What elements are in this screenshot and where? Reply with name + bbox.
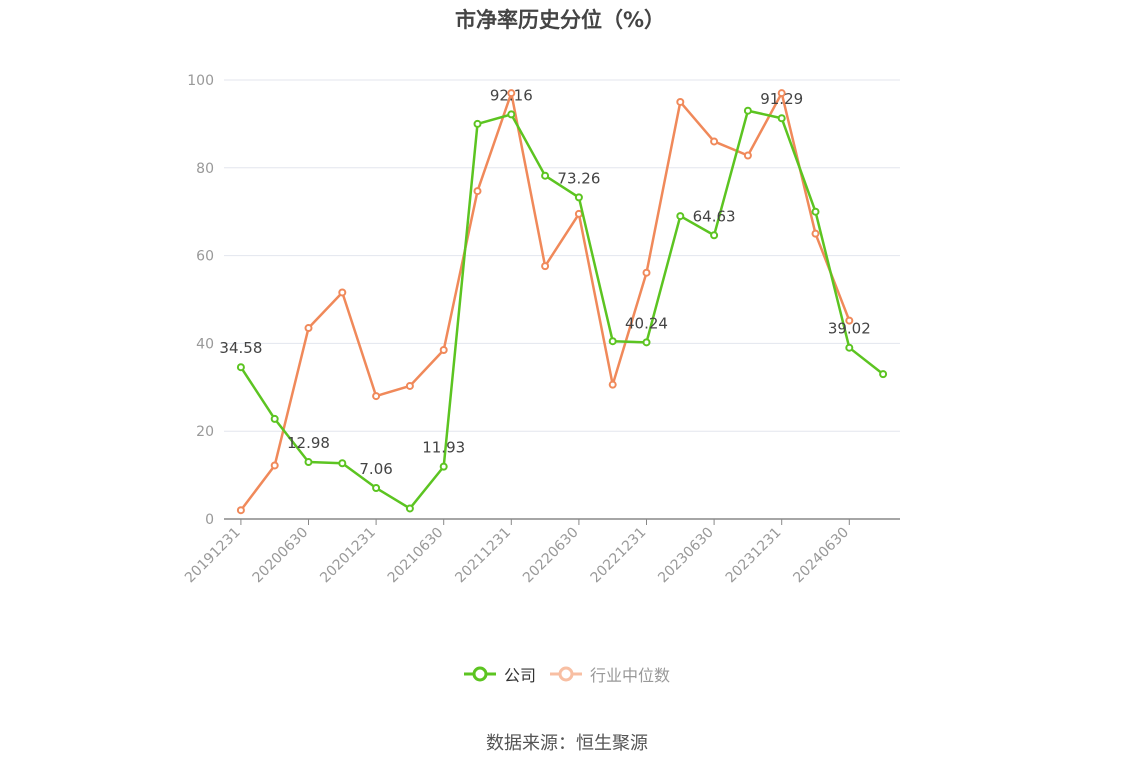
data-point bbox=[642, 338, 651, 347]
data-point bbox=[743, 151, 752, 160]
data-point bbox=[439, 462, 448, 471]
data-labels: 34.58 12.98 7.06 11.93 92.16 73.26 40.24 64.63 9… bbox=[219, 86, 870, 478]
chart-title: 市净率历史分位（%） bbox=[454, 8, 666, 32]
data-point bbox=[541, 262, 550, 271]
data-label: 34.58 bbox=[219, 339, 262, 357]
data-point bbox=[811, 229, 820, 238]
data-point bbox=[372, 484, 381, 493]
y-tick-label: 60 bbox=[196, 249, 214, 265]
data-point bbox=[405, 381, 414, 390]
data-point bbox=[473, 119, 482, 128]
data-label: 12.98 bbox=[287, 434, 330, 452]
data-point bbox=[845, 343, 854, 352]
x-tick-label: 20240630 bbox=[790, 525, 852, 587]
legend-label-industry-median: 行业中位数 bbox=[590, 666, 671, 685]
y-tick-label: 80 bbox=[196, 161, 214, 177]
data-point bbox=[879, 370, 888, 379]
data-point bbox=[608, 380, 617, 389]
data-point bbox=[236, 363, 245, 372]
data-point bbox=[710, 137, 719, 146]
data-point bbox=[372, 392, 381, 401]
data-point bbox=[439, 345, 448, 354]
data-point bbox=[270, 414, 279, 423]
data-point bbox=[676, 212, 685, 221]
series-line-公司 bbox=[239, 109, 884, 510]
data-label: 92.16 bbox=[490, 86, 533, 104]
legend-item-company[interactable]: 公司 bbox=[463, 662, 536, 686]
data-point bbox=[845, 316, 854, 325]
legend-label-company: 公司 bbox=[503, 666, 536, 685]
data-point bbox=[676, 97, 685, 106]
data-point bbox=[338, 288, 347, 297]
x-tick-label: 20191231 bbox=[182, 525, 244, 587]
data-point bbox=[777, 89, 786, 98]
data-point bbox=[541, 171, 550, 180]
data-point bbox=[710, 231, 719, 240]
source-note: 数据来源：恒生聚源 bbox=[486, 733, 648, 754]
y-tick-label: 100 bbox=[187, 73, 214, 89]
data-point bbox=[574, 209, 583, 218]
data-point bbox=[338, 459, 347, 468]
data-point bbox=[642, 268, 651, 277]
data-point bbox=[304, 458, 313, 467]
legend-company-line-icon bbox=[463, 666, 496, 682]
data-label: 64.63 bbox=[693, 207, 736, 225]
x-tick-label: 20210630 bbox=[385, 525, 447, 587]
y-tick-label: 40 bbox=[196, 336, 214, 352]
x-tick-label: 20220630 bbox=[520, 525, 582, 587]
data-point bbox=[507, 110, 516, 119]
data-label: 39.02 bbox=[828, 320, 871, 338]
data-point bbox=[236, 506, 245, 515]
x-tick-label: 20231231 bbox=[723, 525, 785, 587]
x-tick-label: 20211231 bbox=[452, 525, 514, 587]
data-point bbox=[304, 324, 313, 333]
data-point bbox=[270, 461, 279, 470]
data-label: 91.29 bbox=[760, 90, 803, 108]
data-label: 40.24 bbox=[625, 314, 668, 332]
x-tick-label: 20200630 bbox=[250, 525, 312, 587]
y-tick-label: 20 bbox=[196, 424, 214, 440]
data-point bbox=[507, 89, 516, 98]
legend-industry-line-icon bbox=[550, 666, 582, 682]
data-point bbox=[608, 337, 617, 346]
legend-item-industry-median[interactable]: 行业中位数 bbox=[550, 662, 670, 686]
x-tick-label: 20201231 bbox=[317, 525, 379, 587]
data-point bbox=[811, 207, 820, 216]
data-point bbox=[574, 193, 583, 202]
data-label: 11.93 bbox=[422, 439, 465, 457]
x-tick-label: 20221231 bbox=[588, 525, 650, 587]
series-lines bbox=[236, 89, 888, 515]
series-line-行业中位数 bbox=[239, 91, 851, 511]
data-point bbox=[473, 187, 482, 196]
data-point bbox=[777, 114, 786, 123]
data-point bbox=[405, 504, 414, 513]
data-label: 73.26 bbox=[557, 169, 600, 187]
y-tick-label: 0 bbox=[205, 512, 214, 528]
x-tick-label: 20230630 bbox=[655, 525, 717, 587]
data-point bbox=[743, 106, 752, 115]
grid-lines bbox=[224, 79, 900, 432]
data-label: 7.06 bbox=[359, 460, 392, 478]
legend: 公司 行业中位数 bbox=[0, 662, 1134, 686]
